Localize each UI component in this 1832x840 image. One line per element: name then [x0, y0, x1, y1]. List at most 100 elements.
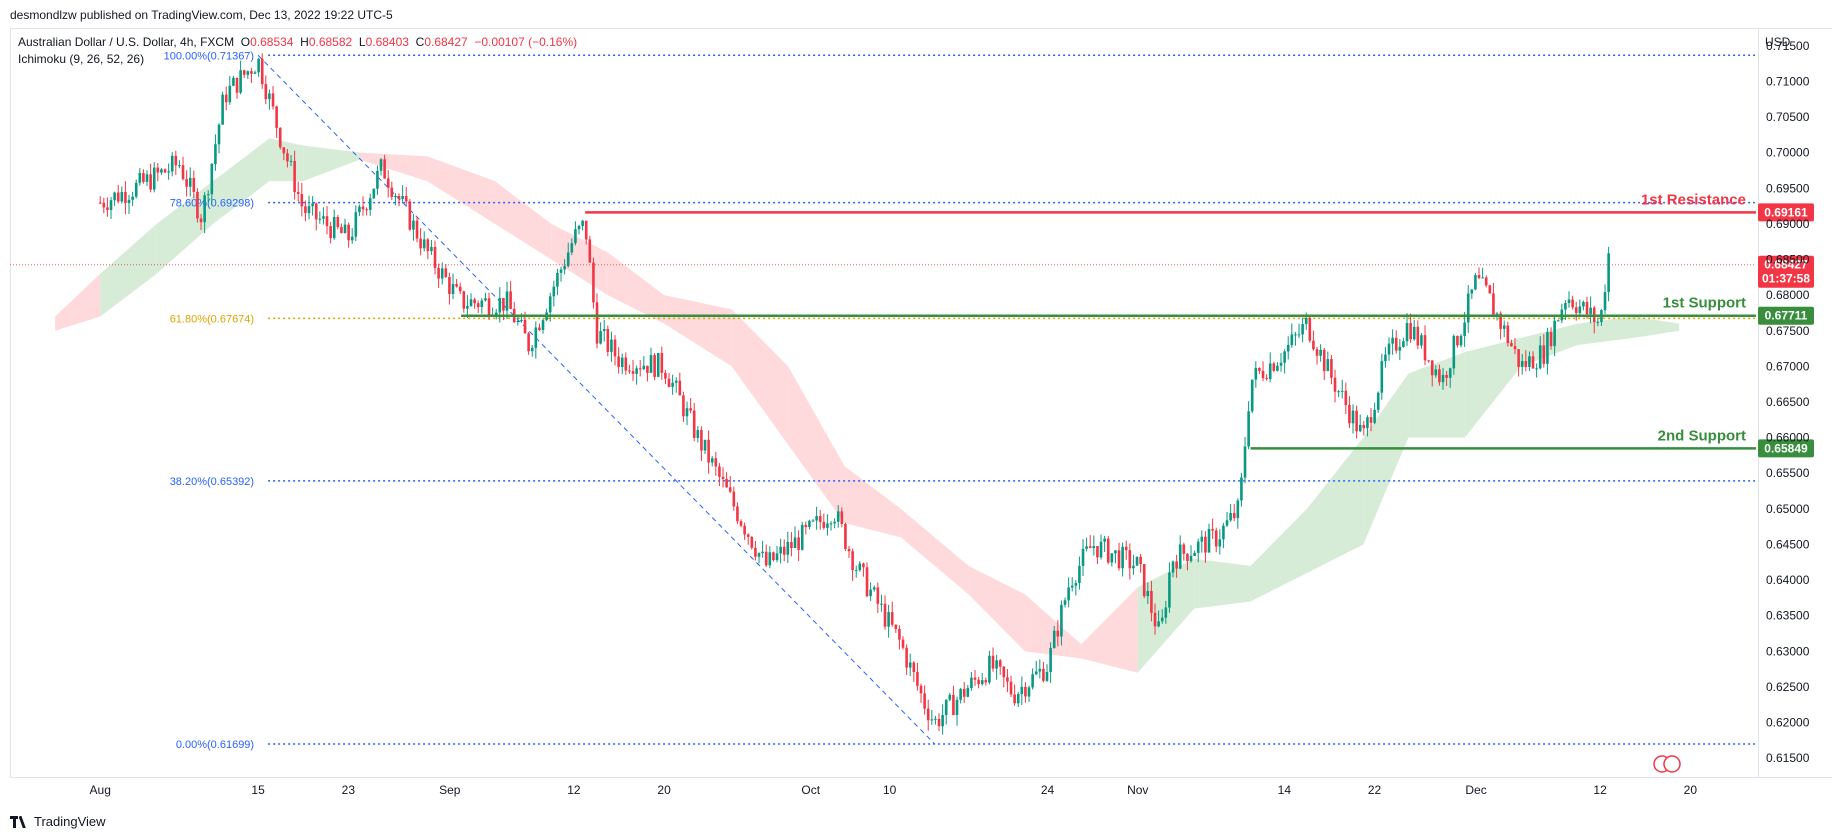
candle-body: [412, 220, 415, 230]
candle-body: [1312, 340, 1315, 350]
cloud-segment: [1194, 558, 1251, 609]
candle-body: [800, 524, 804, 550]
candle-body: [865, 567, 869, 597]
level-price-tag-text: 0.65849: [1764, 441, 1808, 455]
y-tick-label: 0.61500: [1766, 751, 1810, 765]
candle-body: [1002, 666, 1006, 678]
candle-body: [311, 203, 314, 207]
candle-body: [1085, 546, 1088, 549]
candle-body: [1556, 320, 1560, 322]
candle-body: [530, 347, 534, 352]
tradingview-logo[interactable]: TradingView: [10, 814, 106, 829]
candle-body: [1099, 541, 1103, 558]
candle-body: [1045, 672, 1049, 681]
candle-body: [754, 547, 757, 557]
candle-body: [700, 429, 703, 451]
candle-body: [466, 306, 469, 309]
candle-body: [1056, 630, 1060, 637]
cloud-segment: [731, 309, 789, 445]
candle-body: [570, 243, 574, 253]
candle-body: [455, 284, 458, 287]
candle-body: [210, 164, 214, 195]
change-value: −0.00107 (−0.16%): [474, 35, 578, 49]
candle-body: [962, 688, 966, 697]
candle-body: [1427, 360, 1430, 362]
candle-body: [1466, 293, 1470, 323]
candle-body: [894, 624, 898, 630]
candle-body: [840, 511, 844, 524]
candle-body: [1348, 405, 1351, 424]
candle-body: [1290, 334, 1294, 346]
events-icon[interactable]: [1663, 755, 1681, 773]
flag-icon: [1653, 755, 1681, 773]
candle-body: [703, 439, 707, 451]
candle-body: [948, 694, 952, 700]
candle-body: [613, 339, 617, 357]
candle-body: [433, 247, 437, 268]
candle-body: [1463, 322, 1466, 336]
candle-body: [426, 239, 430, 252]
candle-body: [1391, 337, 1394, 344]
candle-body: [250, 71, 253, 74]
candle-body: [1492, 293, 1495, 315]
candle-body: [1175, 561, 1178, 569]
candle-body: [1283, 351, 1286, 363]
candle-body: [253, 72, 257, 74]
price-axis[interactable]: [1758, 28, 1832, 778]
candle-body: [1441, 374, 1445, 383]
cloud-segment: [968, 565, 1025, 652]
candle-body: [610, 339, 613, 352]
candle-body: [152, 167, 156, 190]
candle-body: [1254, 367, 1258, 380]
fib-level-label: 61.80%(0.67674): [170, 313, 254, 325]
candle-body: [224, 94, 228, 103]
candle-body: [862, 563, 865, 568]
candle-body: [1110, 553, 1114, 563]
candle-body: [1067, 587, 1070, 601]
candle-body: [757, 553, 761, 557]
candle-body: [293, 161, 296, 192]
tradingview-logo-icon: [10, 815, 28, 828]
candle-body: [1538, 345, 1542, 369]
candle-body: [476, 303, 480, 308]
candle-body: [124, 191, 127, 204]
candle-body: [365, 209, 368, 211]
candle-body: [1124, 546, 1128, 551]
candle-body: [696, 429, 700, 438]
candle-body: [750, 536, 754, 548]
candle-body: [772, 552, 775, 561]
candle-body: [1499, 313, 1502, 329]
candle-body: [372, 188, 376, 199]
candle-body: [638, 368, 642, 370]
candle-body: [1409, 323, 1412, 340]
x-tick-label: 22: [1368, 783, 1382, 797]
candle-body: [170, 155, 174, 172]
indicator-legend[interactable]: Ichimoku (9, 26, 52, 26): [18, 52, 145, 66]
candle-body: [1510, 343, 1513, 347]
candle-body: [1542, 345, 1546, 364]
fib-level-label: 0.00%(0.61699): [176, 739, 254, 751]
candle-body: [674, 380, 678, 383]
candle-body: [1139, 556, 1142, 565]
candle-body: [379, 159, 383, 171]
candle-body: [682, 395, 685, 417]
candle-body: [1495, 313, 1499, 315]
candle-body: [581, 220, 584, 226]
candle-body: [833, 521, 836, 524]
candle-body: [1096, 546, 1099, 558]
candle-body: [1214, 530, 1218, 547]
candle-body: [1142, 564, 1146, 597]
candle-body: [1535, 368, 1538, 370]
candle-body: [995, 660, 998, 669]
candle-body: [444, 268, 448, 278]
candle-body: [1178, 544, 1182, 569]
candle-body: [1517, 349, 1520, 367]
candle-body: [984, 680, 988, 683]
candle-body: [275, 106, 278, 128]
candle-body: [1567, 299, 1571, 304]
candle-body: [419, 238, 422, 249]
candle-body: [1513, 346, 1517, 350]
candle-body: [1204, 536, 1207, 553]
chart-pane[interactable]: [10, 28, 1759, 778]
